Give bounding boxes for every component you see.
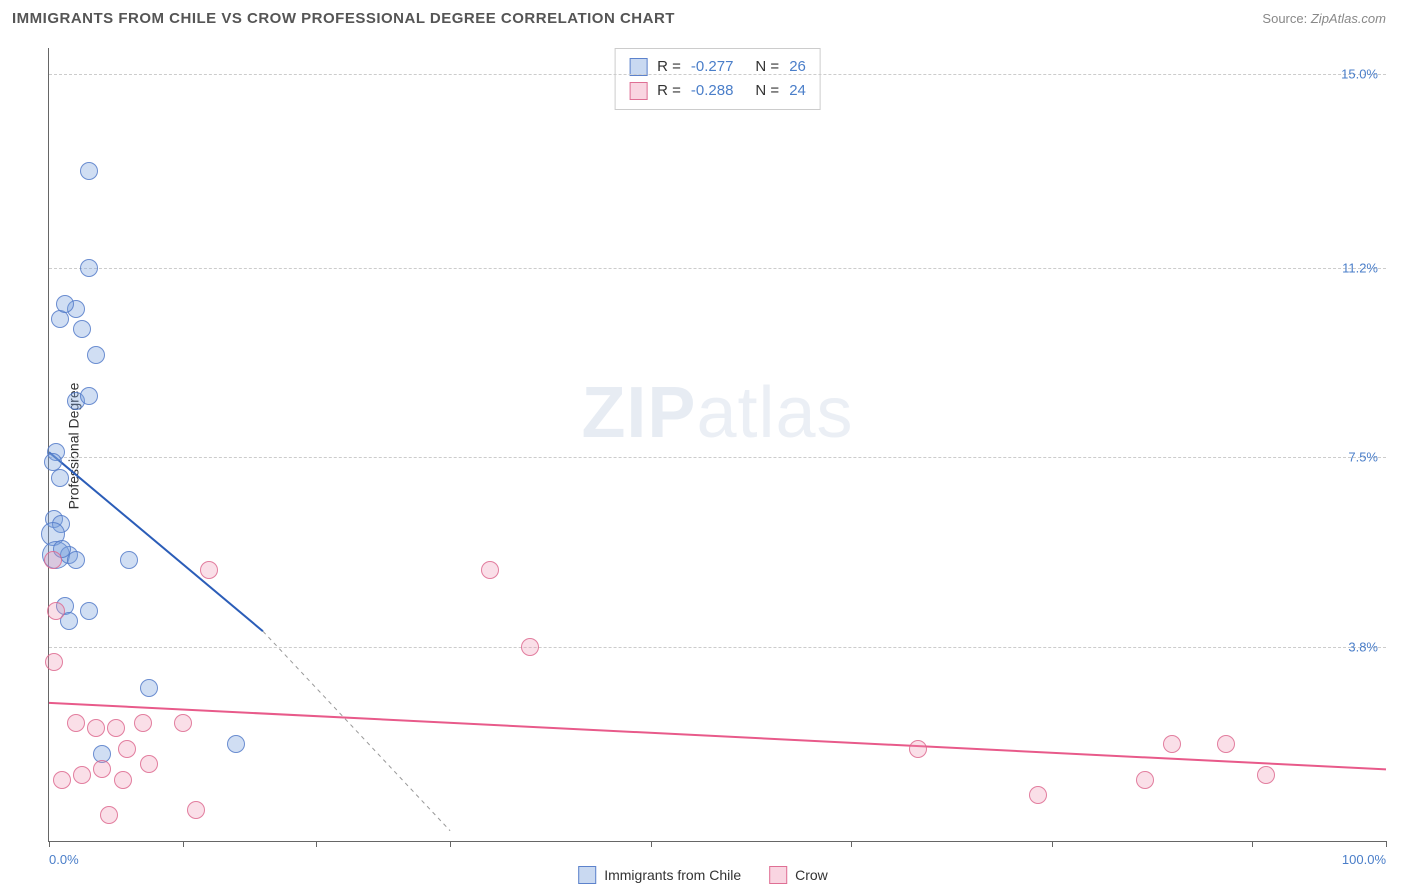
x-tick	[1052, 841, 1053, 847]
n-value: 26	[789, 55, 806, 79]
trend-line	[49, 703, 1386, 770]
data-point	[120, 551, 138, 569]
data-point	[114, 771, 132, 789]
legend-swatch	[629, 82, 647, 100]
legend-swatch	[578, 866, 596, 884]
data-point	[174, 714, 192, 732]
x-tick	[851, 841, 852, 847]
r-label: R =	[657, 79, 681, 103]
trend-lines	[49, 48, 1386, 841]
x-tick	[1386, 841, 1387, 847]
source-value: ZipAtlas.com	[1311, 11, 1386, 26]
data-point	[87, 346, 105, 364]
data-point	[118, 740, 136, 758]
gridline	[49, 74, 1386, 75]
legend-label: Immigrants from Chile	[604, 867, 741, 883]
series-legend: Immigrants from Chile Crow	[578, 866, 828, 884]
r-value: -0.288	[691, 79, 734, 103]
x-tick	[49, 841, 50, 847]
x-tick	[316, 841, 317, 847]
n-label: N =	[755, 79, 779, 103]
r-label: R =	[657, 55, 681, 79]
data-point	[1029, 786, 1047, 804]
y-tick-label: 7.5%	[1348, 450, 1378, 465]
data-point	[51, 469, 69, 487]
data-point	[80, 602, 98, 620]
data-point	[1163, 735, 1181, 753]
correlation-legend: R = -0.277 N = 26 R = -0.288 N = 24	[614, 48, 821, 110]
chart-title: IMMIGRANTS FROM CHILE VS CROW PROFESSION…	[12, 10, 675, 27]
data-point	[56, 295, 74, 313]
data-point	[521, 638, 539, 656]
x-tick-label: 100.0%	[1342, 852, 1386, 867]
legend-row: R = -0.277 N = 26	[629, 55, 806, 79]
data-point	[1136, 771, 1154, 789]
x-tick-label: 0.0%	[49, 852, 79, 867]
data-point	[73, 320, 91, 338]
data-point	[67, 714, 85, 732]
data-point	[134, 714, 152, 732]
data-point	[51, 310, 69, 328]
data-point	[107, 719, 125, 737]
chart-header: IMMIGRANTS FROM CHILE VS CROW PROFESSION…	[0, 0, 1406, 35]
data-point	[67, 551, 85, 569]
x-tick	[450, 841, 451, 847]
watermark: ZIPatlas	[581, 372, 853, 454]
y-tick-label: 15.0%	[1341, 66, 1378, 81]
data-point	[187, 801, 205, 819]
n-value: 24	[789, 79, 806, 103]
legend-row: R = -0.288 N = 24	[629, 79, 806, 103]
data-point	[45, 653, 63, 671]
x-tick	[183, 841, 184, 847]
trend-extension	[263, 631, 450, 831]
gridline	[49, 457, 1386, 458]
chart-source: Source: ZipAtlas.com	[1262, 11, 1386, 26]
data-point	[140, 679, 158, 697]
data-point	[80, 387, 98, 405]
data-point	[53, 771, 71, 789]
data-point	[44, 551, 62, 569]
x-tick	[651, 841, 652, 847]
data-point	[80, 259, 98, 277]
data-point	[1217, 735, 1235, 753]
data-point	[200, 561, 218, 579]
gridline	[49, 647, 1386, 648]
data-point	[93, 760, 111, 778]
watermark-bold: ZIP	[581, 373, 696, 453]
y-tick-label: 3.8%	[1348, 639, 1378, 654]
legend-item: Crow	[769, 866, 828, 884]
data-point	[80, 162, 98, 180]
legend-swatch	[769, 866, 787, 884]
data-point	[100, 806, 118, 824]
data-point	[909, 740, 927, 758]
data-point	[47, 602, 65, 620]
data-point	[227, 735, 245, 753]
plot-region: ZIPatlas R = -0.277 N = 26 R = -0.288 N = 24 3.…	[48, 48, 1386, 842]
legend-item: Immigrants from Chile	[578, 866, 741, 884]
r-value: -0.277	[691, 55, 734, 79]
n-label: N =	[755, 55, 779, 79]
x-tick	[1252, 841, 1253, 847]
watermark-rest: atlas	[696, 373, 853, 453]
data-point	[1257, 766, 1275, 784]
data-point	[87, 719, 105, 737]
data-point	[140, 755, 158, 773]
data-point	[73, 766, 91, 784]
gridline	[49, 268, 1386, 269]
y-tick-label: 11.2%	[1342, 260, 1378, 275]
source-label: Source:	[1262, 11, 1307, 26]
chart-area: ZIPatlas R = -0.277 N = 26 R = -0.288 N = 24 3.…	[48, 48, 1386, 842]
data-point	[481, 561, 499, 579]
legend-label: Crow	[795, 867, 828, 883]
